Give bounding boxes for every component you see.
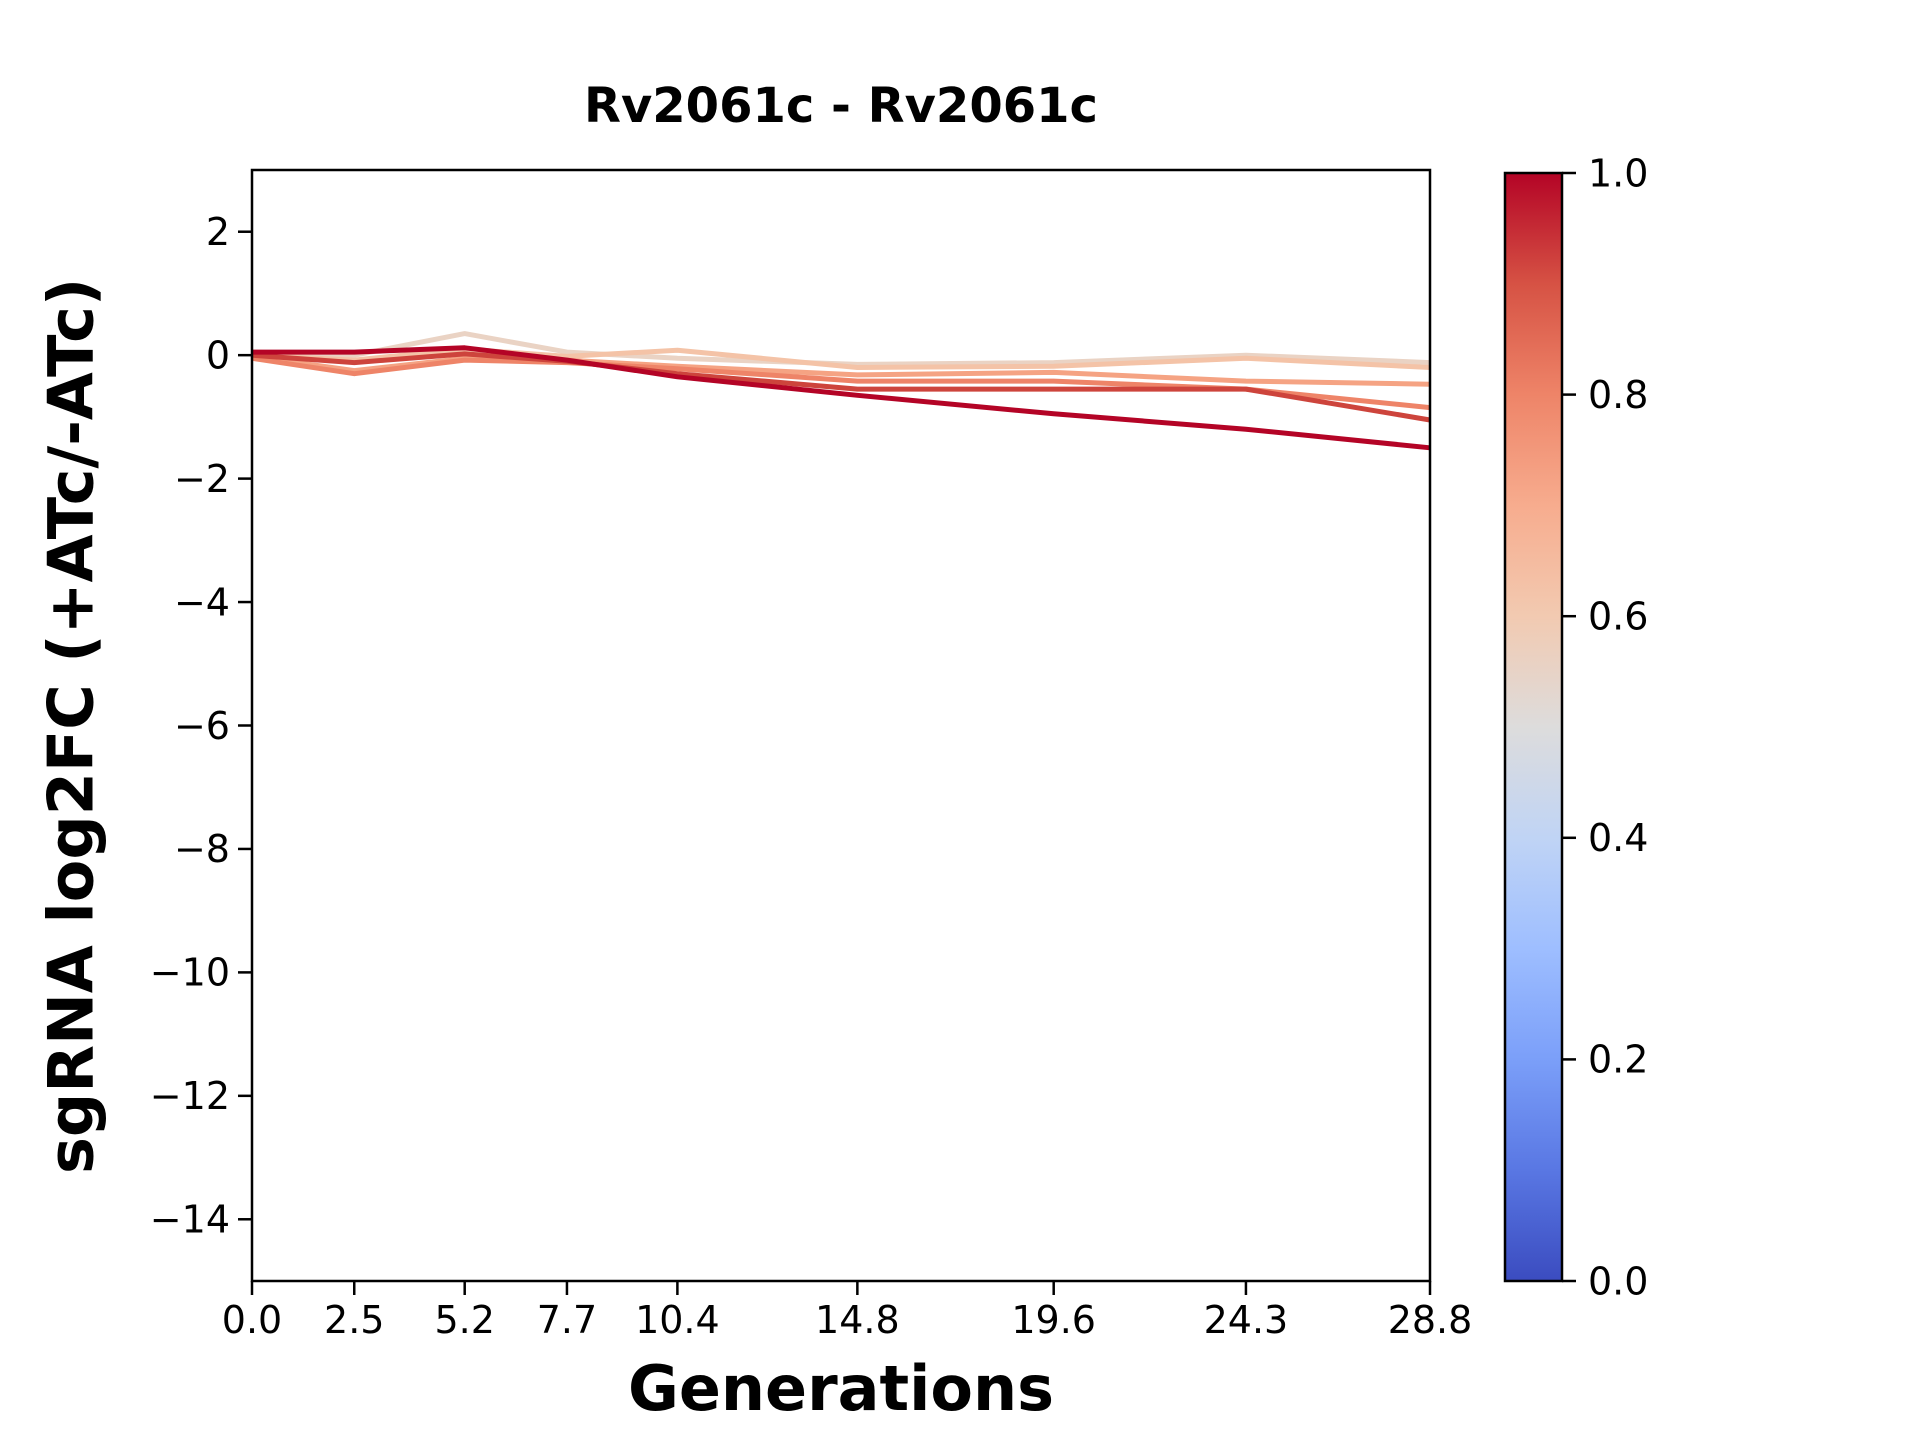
colorbar-tick-label: 0.2 <box>1588 1038 1648 1082</box>
y-tick-label: −10 <box>150 951 230 995</box>
x-tick-label: 0.0 <box>222 1298 282 1342</box>
colorbar-tick-label: 0.8 <box>1588 373 1648 417</box>
series-line-4 <box>251 351 1431 423</box>
colorbar-outline <box>1503 171 1564 1283</box>
y-tick-label: −14 <box>150 1198 230 1242</box>
x-tick-label: 2.5 <box>324 1298 384 1342</box>
series-line-3 <box>251 355 1431 411</box>
series-line-0 <box>251 331 1431 367</box>
x-tick-label: 7.7 <box>537 1298 597 1342</box>
y-tick-label: −4 <box>174 580 230 624</box>
x-tick-label: 10.4 <box>635 1298 720 1342</box>
y-tick-label: −8 <box>174 827 230 871</box>
colorbar-tick-label: 0.4 <box>1588 816 1648 860</box>
y-tick-label: 2 <box>206 210 230 254</box>
series-line-1 <box>251 346 1431 370</box>
x-tick-label: 5.2 <box>434 1298 494 1342</box>
colorbar-tick-label: 1.0 <box>1588 151 1648 195</box>
x-tick-label: 19.6 <box>1011 1298 1096 1342</box>
y-tick-label: −2 <box>174 457 230 501</box>
x-axis-label: Generations <box>627 1352 1055 1425</box>
x-tick-label: 14.8 <box>815 1298 900 1342</box>
colorbar-tick-label: 0.6 <box>1588 595 1648 639</box>
colorbar-tick-label: 0.0 <box>1588 1259 1648 1303</box>
x-tick-label: 24.3 <box>1204 1298 1289 1342</box>
series-line-5 <box>252 345 1431 451</box>
chart-title: Rv2061c - Rv2061c <box>584 78 1098 134</box>
x-tick-label: 28.8 <box>1388 1298 1473 1342</box>
y-tick-label: 0 <box>206 333 230 377</box>
colorbar-gradient <box>1505 173 1562 1281</box>
axes-spines <box>250 168 1432 1283</box>
y-tick-label: −12 <box>150 1074 230 1118</box>
y-tick-label: −6 <box>174 704 230 748</box>
